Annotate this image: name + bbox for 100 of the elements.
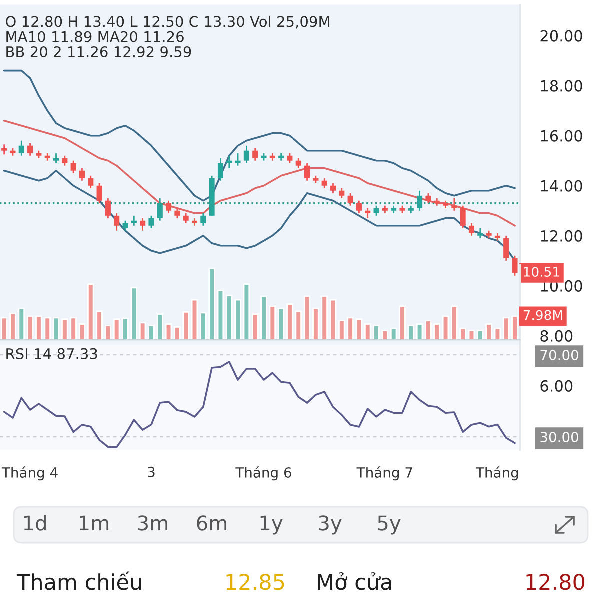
bar xyxy=(78,324,86,340)
text: 3y xyxy=(319,516,342,535)
candlestick xyxy=(122,220,128,232)
candlestick xyxy=(504,235,510,262)
bar xyxy=(165,324,172,340)
x-tick-label: Tháng 4 xyxy=(2,466,58,481)
candlestick xyxy=(218,158,224,182)
text: 1y xyxy=(260,516,283,535)
candlestick xyxy=(348,192,354,207)
x-tick-label: Tháng xyxy=(476,466,518,481)
bar xyxy=(113,318,120,340)
candlestick xyxy=(460,205,466,230)
text: 12.85 xyxy=(226,574,284,590)
candlestick xyxy=(417,190,423,212)
bar xyxy=(148,325,155,340)
candlestick xyxy=(426,192,432,204)
bar xyxy=(408,325,415,340)
candlestick xyxy=(322,178,328,190)
bar xyxy=(18,308,26,340)
bar xyxy=(243,284,250,340)
candlestick xyxy=(140,218,146,232)
text: 10.51 xyxy=(524,267,560,277)
text: 1m xyxy=(80,516,109,531)
bar xyxy=(416,324,424,340)
bar xyxy=(252,314,259,340)
candlestick xyxy=(114,212,120,232)
bar xyxy=(468,330,476,340)
candlestick xyxy=(70,160,76,174)
bar xyxy=(26,316,34,340)
text: 12.80 xyxy=(526,574,585,590)
y-tick-label: 8.00 xyxy=(540,330,573,342)
annotation: MA10 11.89 MA20 11.26 xyxy=(6,31,184,42)
candlestick xyxy=(468,222,474,237)
bar xyxy=(278,308,285,340)
bar xyxy=(330,299,337,340)
candlestick xyxy=(62,155,68,167)
text: 6m xyxy=(197,516,227,531)
bar xyxy=(502,317,510,340)
y-tick-label: 6.00 xyxy=(540,380,573,392)
candlestick xyxy=(452,198,458,212)
bar xyxy=(269,306,276,340)
bar xyxy=(373,325,380,340)
bar xyxy=(122,318,129,340)
bar xyxy=(494,328,502,340)
text: Tham chiếu xyxy=(16,572,142,590)
bar xyxy=(156,314,164,340)
candlestick xyxy=(339,188,345,200)
candlestick xyxy=(356,200,362,214)
candlestick xyxy=(18,140,24,157)
candlestick xyxy=(174,208,180,220)
bar xyxy=(217,290,224,340)
candlestick xyxy=(478,228,484,240)
bar xyxy=(356,318,363,340)
bar xyxy=(399,306,406,340)
candlestick xyxy=(105,198,111,220)
candlestick xyxy=(96,182,102,204)
line-series xyxy=(3,70,516,202)
bar xyxy=(260,296,268,340)
y-tick-label: 18.00 xyxy=(541,80,582,92)
candlestick xyxy=(2,144,8,156)
candlestick xyxy=(79,168,85,182)
candlestick xyxy=(365,208,371,220)
annotation: BB 20 2 11.26 12.92 9.59 xyxy=(6,46,192,58)
candlestick xyxy=(28,142,34,157)
candlestick xyxy=(200,212,206,227)
bar xyxy=(304,296,311,340)
bar xyxy=(104,325,112,340)
candlestick xyxy=(183,212,189,224)
line-series xyxy=(3,361,516,448)
bar xyxy=(191,299,198,340)
x-tick-label: 3 xyxy=(148,466,155,478)
y-tick-label: 14.00 xyxy=(541,180,582,192)
y-tick-label: 20.00 xyxy=(540,30,582,42)
annotation: O 12.80 H 13.40 L 12.50 C 13.30 Vol 25,09M xyxy=(6,16,330,29)
candlestick xyxy=(53,152,60,164)
candlestick xyxy=(252,148,258,162)
bar xyxy=(0,317,8,340)
candlestick xyxy=(157,198,163,222)
candlestick xyxy=(374,205,380,217)
candlestick xyxy=(88,175,94,190)
candlestick xyxy=(131,215,137,227)
text: 5y xyxy=(378,516,401,535)
y-tick-label: 30.00 xyxy=(540,432,578,443)
candlestick xyxy=(244,145,250,164)
candlestick xyxy=(166,200,172,214)
annotation: RSI 14 87.33 xyxy=(6,348,98,360)
text: Mở cửa xyxy=(318,572,392,590)
x-tick-label: Tháng 7 xyxy=(356,466,412,481)
candlestick xyxy=(304,162,310,182)
y-tick-label: 16.00 xyxy=(541,130,582,142)
y-tick-label: 12.00 xyxy=(541,230,582,242)
text: 3m xyxy=(138,516,168,531)
candlestick xyxy=(330,182,336,194)
candlestick xyxy=(235,152,241,167)
text: 7.98M xyxy=(524,310,562,320)
candlestick xyxy=(296,158,302,170)
bar xyxy=(390,328,398,340)
line-series xyxy=(3,120,516,227)
bar xyxy=(364,324,372,340)
candlestick xyxy=(226,155,232,170)
